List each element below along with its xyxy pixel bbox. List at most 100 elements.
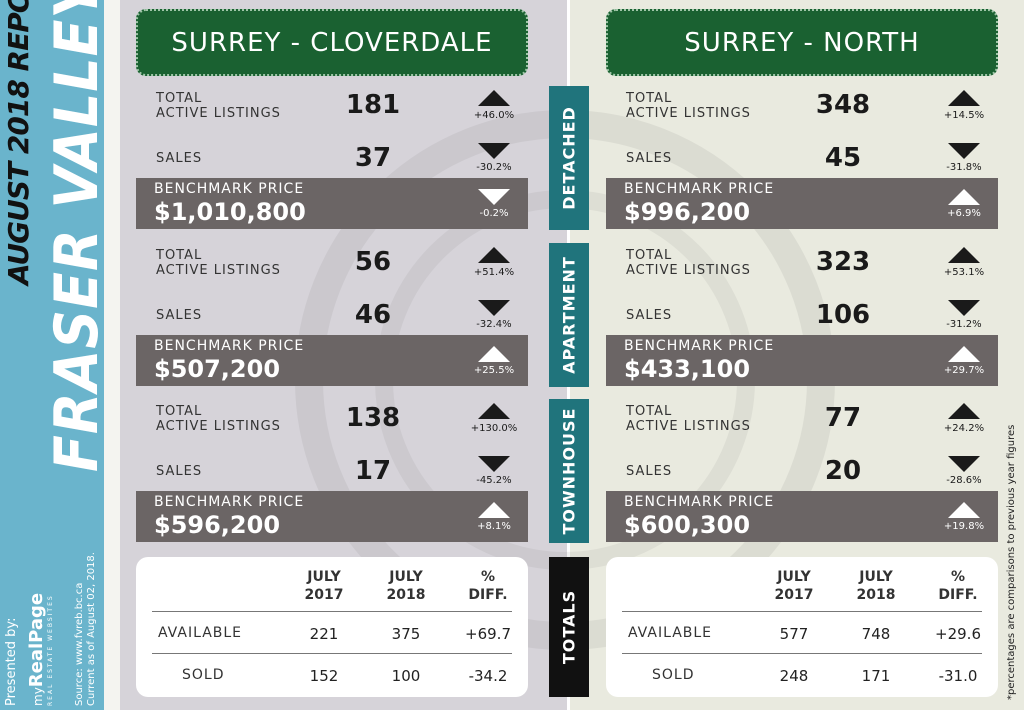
label-active-listings: ACTIVE LISTINGS — [156, 419, 281, 434]
myrealpage-logo: myRealPage REAL ESTATE WEBSITES — [26, 540, 54, 706]
category-detached: DETACHED — [549, 86, 589, 230]
label-total: TOTAL — [626, 248, 673, 263]
arrow-up-icon — [478, 346, 510, 362]
active-listings-change: +51.4% — [473, 267, 515, 278]
label-sales: SALES — [156, 308, 203, 323]
label-active-listings: ACTIVE LISTINGS — [626, 106, 751, 121]
table-divider — [152, 611, 512, 612]
report-title: FRASER VALLEY - 4 — [42, 0, 112, 472]
arrow-down-icon — [948, 300, 980, 316]
arrow-down-icon — [478, 300, 510, 316]
arrow-up-icon — [948, 247, 980, 263]
cell-sold-diff: -31.0 — [938, 667, 978, 685]
arrow-up-icon — [478, 247, 510, 263]
logo-realpage: RealPage — [26, 592, 47, 688]
label-sales: SALES — [626, 464, 673, 479]
label-benchmark-price: BENCHMARK PRICE — [624, 494, 775, 510]
sales-value: 20 — [824, 456, 862, 486]
sales-value: 106 — [815, 300, 871, 330]
label-sales: SALES — [156, 151, 203, 166]
active-listings-change: +130.0% — [470, 423, 518, 434]
row-label-available: AVAILABLE — [158, 625, 243, 641]
cell-sold-2017: 152 — [309, 667, 339, 685]
source-url: Source: www.fvreb.bc.ca — [74, 582, 85, 706]
sales-change: -32.4% — [476, 319, 512, 330]
cell-available-diff: +29.6 — [935, 625, 981, 643]
sales-change: -45.2% — [476, 475, 512, 486]
active-listings-value: 56 — [354, 247, 392, 277]
benchmark-price-box — [136, 178, 528, 229]
benchmark-price-change: +8.1% — [477, 521, 511, 532]
cell-available-2017: 577 — [779, 625, 809, 643]
logo-my: my — [31, 687, 45, 706]
sales-change: -31.2% — [946, 319, 982, 330]
label-benchmark-price: BENCHMARK PRICE — [154, 181, 305, 197]
label-total: TOTAL — [156, 248, 203, 263]
sales-change: -31.8% — [946, 162, 982, 173]
arrow-down-icon — [478, 456, 510, 472]
active-listings-value: 323 — [815, 247, 871, 277]
left-region-title: SURREY - CLOVERDALE — [136, 9, 528, 76]
header-july-2017: JULY 2017 — [774, 569, 814, 603]
active-listings-value: 348 — [815, 90, 871, 120]
category-totals: TOTALS — [549, 557, 589, 697]
sales-value: 37 — [354, 143, 392, 173]
benchmark-price-box — [606, 491, 998, 542]
cell-available-2018: 748 — [861, 625, 891, 643]
active-listings-value: 77 — [824, 403, 862, 433]
benchmark-price-box — [606, 335, 998, 386]
row-label-sold: SOLD — [652, 667, 695, 683]
benchmark-price-value: $1,010,800 — [154, 198, 306, 226]
arrow-up-icon — [478, 403, 510, 419]
benchmark-price-value: $433,100 — [624, 355, 751, 383]
label-total: TOTAL — [626, 91, 673, 106]
label-benchmark-price: BENCHMARK PRICE — [154, 338, 305, 354]
label-total: TOTAL — [156, 404, 203, 419]
label-benchmark-price: BENCHMARK PRICE — [624, 338, 775, 354]
label-sales: SALES — [626, 308, 673, 323]
active-listings-change: +24.2% — [943, 423, 985, 434]
cell-sold-2018: 171 — [861, 667, 891, 685]
benchmark-price-box — [136, 335, 528, 386]
active-listings-value: 181 — [345, 90, 401, 120]
benchmark-price-change: +29.7% — [943, 365, 985, 376]
header-july-2018: JULY 2018 — [386, 569, 426, 603]
benchmark-price-change: +19.8% — [943, 521, 985, 532]
arrow-up-icon — [478, 90, 510, 106]
header-diff: % DIFF. — [938, 569, 978, 603]
side-banner-stripe — [104, 0, 120, 710]
category-apartment: APARTMENT — [549, 243, 589, 387]
table-divider — [152, 653, 512, 654]
sales-change: -28.6% — [946, 475, 982, 486]
benchmark-price-value: $996,200 — [624, 198, 751, 226]
active-listings-change: +53.1% — [943, 267, 985, 278]
label-benchmark-price: BENCHMARK PRICE — [154, 494, 305, 510]
current-date: Current as of August 02, 2018. — [86, 552, 97, 706]
label-total: TOTAL — [626, 404, 673, 419]
cell-sold-2017: 248 — [779, 667, 809, 685]
arrow-up-icon — [948, 403, 980, 419]
row-label-available: AVAILABLE — [628, 625, 713, 641]
arrow-down-icon — [948, 456, 980, 472]
header-diff: % DIFF. — [468, 569, 508, 603]
cell-available-2018: 375 — [391, 625, 421, 643]
source-info: Source: www.fvreb.bc.ca Current as of Au… — [74, 552, 98, 706]
footnote: *percentages are comparisons to previous… — [1006, 424, 1017, 700]
label-benchmark-price: BENCHMARK PRICE — [624, 181, 775, 197]
benchmark-price-value: $596,200 — [154, 511, 281, 539]
arrow-down-icon — [948, 143, 980, 159]
sales-value: 45 — [824, 143, 862, 173]
label-active-listings: ACTIVE LISTINGS — [626, 419, 751, 434]
arrow-up-icon — [478, 502, 510, 518]
presented-by: Presented by: — [4, 617, 19, 706]
benchmark-price-change: +6.9% — [947, 208, 981, 219]
table-divider — [622, 653, 982, 654]
sales-value: 46 — [354, 300, 392, 330]
row-label-sold: SOLD — [182, 667, 225, 683]
table-divider — [622, 611, 982, 612]
arrow-up-icon — [948, 346, 980, 362]
arrow-up-icon — [948, 189, 980, 205]
arrow-up-icon — [948, 502, 980, 518]
arrow-up-icon — [948, 90, 980, 106]
left-totals-table: JULY 2017 JULY 2018 % DIFF. AVAILABLE 221 3… — [136, 557, 528, 697]
